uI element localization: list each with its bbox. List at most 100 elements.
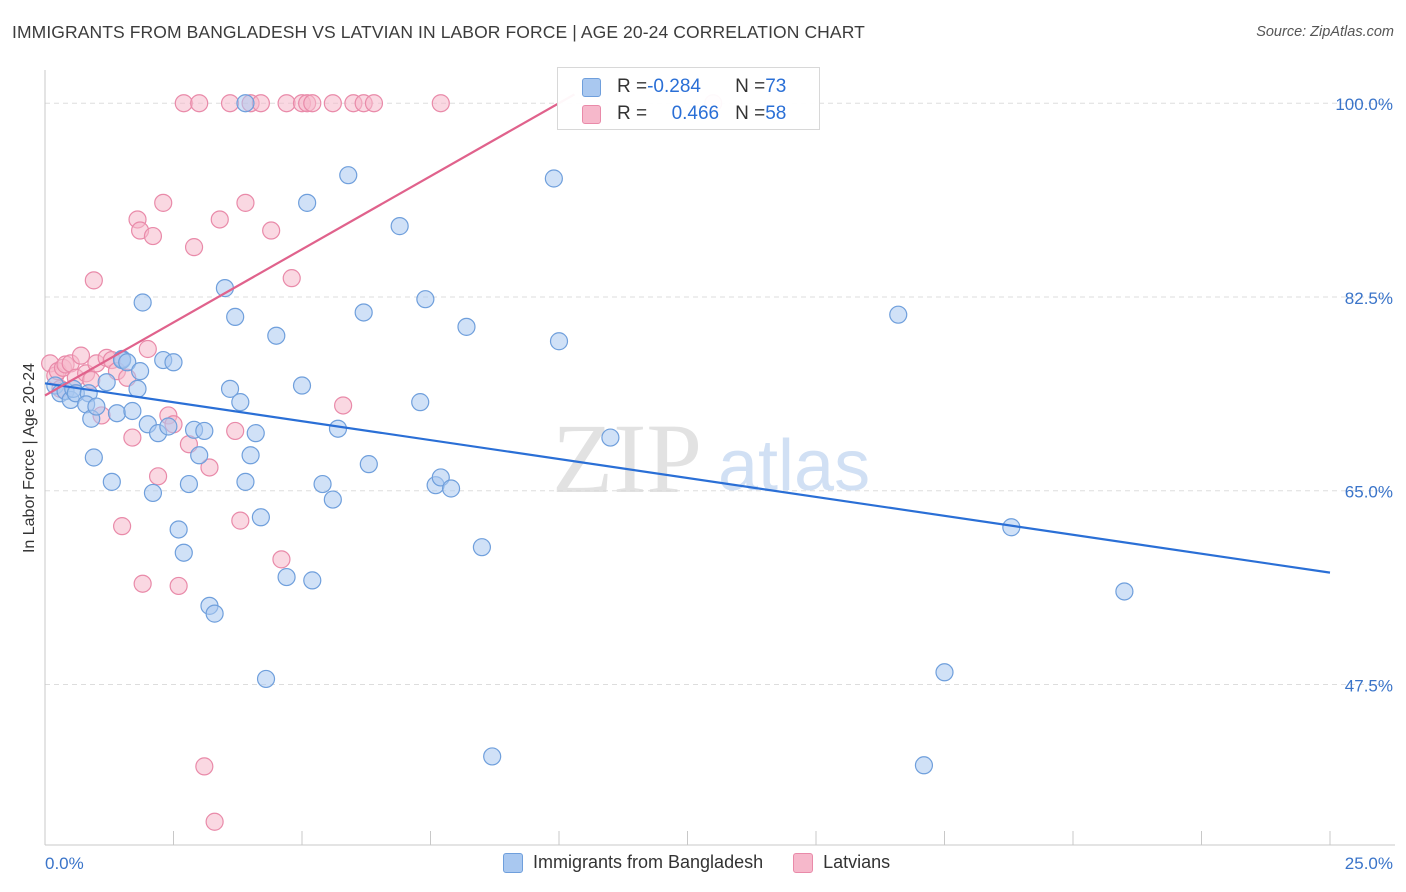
chart-title: IMMIGRANTS FROM BANGLADESH VS LATVIAN IN… [12, 22, 865, 42]
point-latvians [303, 94, 322, 113]
point-bangladesh [472, 538, 491, 557]
point-bangladesh [102, 472, 121, 491]
point-bangladesh [118, 353, 137, 372]
stats-n-label-blue: N = [735, 76, 766, 97]
stats-n-value-pink: 58 [765, 103, 787, 124]
stats-box: R = -0.284 N = 73 R = 0.466 N = 58 [557, 67, 820, 130]
stats-r-value-blue: -0.284 [647, 76, 701, 97]
legend: Immigrants from Bangladesh Latvians [503, 852, 890, 873]
point-bangladesh [323, 490, 342, 509]
point-bangladesh [457, 317, 476, 336]
point-latvians [174, 94, 193, 113]
legend-swatch-pink [793, 852, 814, 873]
point-bangladesh [128, 379, 147, 398]
point-bangladesh [107, 404, 127, 423]
point-latvians [220, 94, 240, 113]
point-bangladesh [246, 424, 265, 443]
point-latvians [169, 576, 188, 596]
point-bangladesh [236, 94, 255, 113]
point-bangladesh [267, 326, 286, 345]
point-latvians [112, 517, 132, 536]
point-bangladesh [277, 567, 296, 587]
legend-swatch-blue [503, 852, 523, 873]
point-latvians [210, 210, 229, 229]
point-latvians [205, 812, 224, 831]
point-bangladesh [313, 474, 332, 494]
point-bangladesh [241, 446, 260, 465]
stats-swatch-pink [582, 104, 601, 124]
x-tick-label: 0.0% [45, 854, 84, 873]
point-bangladesh [914, 756, 934, 775]
point-latvians [431, 94, 450, 113]
point-bangladesh [601, 428, 620, 447]
point-bangladesh [87, 397, 106, 416]
point-latvians [262, 221, 281, 240]
y-axis-label: In Labor Force | Age 20-24 [21, 363, 38, 553]
legend-label-bangladesh: Immigrants from Bangladesh [533, 852, 764, 872]
point-latvians [236, 193, 255, 212]
point-latvians [251, 94, 270, 113]
point-bangladesh [190, 446, 209, 465]
point-bangladesh [169, 520, 188, 539]
point-latvians [84, 271, 103, 290]
point-bangladesh [292, 376, 312, 395]
point-bangladesh [411, 393, 430, 412]
trend-lines [44, 93, 1331, 574]
point-latvians [184, 238, 204, 257]
source-label: Source: ZipAtlas.com [1256, 24, 1394, 40]
gridlines [45, 102, 1395, 685]
stats-r-value-pink: 0.466 [671, 103, 720, 124]
point-bangladesh [889, 305, 908, 324]
legend-label-latvians: Latvians [823, 852, 891, 872]
series-latvians [41, 94, 723, 831]
point-bangladesh [179, 474, 199, 494]
point-bangladesh [236, 472, 255, 491]
watermark-zip: ZIP [552, 403, 702, 514]
y-tick-label: 82.5% [1345, 289, 1393, 308]
point-latvians [123, 428, 142, 447]
point-bangladesh [328, 419, 348, 438]
point-bangladesh [130, 362, 150, 381]
legend-item-latvians[interactable]: Latvians [793, 852, 890, 873]
legend-item-bangladesh[interactable]: Immigrants from Bangladesh [503, 852, 763, 873]
point-bangladesh [251, 508, 270, 527]
axes [44, 70, 1395, 846]
point-bangladesh [431, 468, 450, 487]
point-latvians [154, 193, 173, 212]
point-latvians [277, 94, 296, 113]
point-latvians [195, 757, 214, 776]
point-latvians [323, 94, 342, 113]
tick-labels: 47.5% 65.0% 82.5% 100.0% 0.0% 25.0% [45, 95, 1393, 873]
point-bangladesh [441, 479, 461, 498]
point-latvians [71, 346, 91, 365]
point-latvians [133, 574, 152, 593]
stats-row-blue: R = -0.284 N = 73 [558, 73, 786, 101]
point-bangladesh [164, 353, 183, 372]
point-bangladesh [220, 379, 240, 398]
point-bangladesh [174, 543, 193, 562]
point-latvians [190, 94, 209, 113]
point-latvians [334, 396, 353, 415]
point-latvians [138, 339, 157, 359]
point-bangladesh [159, 417, 178, 436]
point-bangladesh [231, 393, 250, 412]
point-bangladesh [549, 332, 569, 351]
point-latvians [143, 226, 163, 246]
y-tick-label: 47.5% [1345, 676, 1393, 695]
point-bangladesh [359, 455, 378, 474]
point-bangladesh [133, 293, 152, 312]
point-bangladesh [84, 448, 103, 467]
stats-swatch-blue [582, 77, 601, 97]
x-tick-label: 25.0% [1345, 854, 1393, 873]
point-bangladesh [1115, 582, 1134, 601]
point-bangladesh [339, 166, 358, 185]
point-bangladesh [416, 290, 435, 309]
stats-row-pink: R = 0.466 N = 58 [558, 100, 786, 128]
point-bangladesh [195, 421, 214, 441]
point-latvians [282, 269, 301, 288]
point-bangladesh [483, 747, 502, 766]
point-bangladesh [390, 217, 409, 236]
stats-n-label-pink: N = [735, 103, 766, 124]
point-latvians [272, 550, 291, 569]
